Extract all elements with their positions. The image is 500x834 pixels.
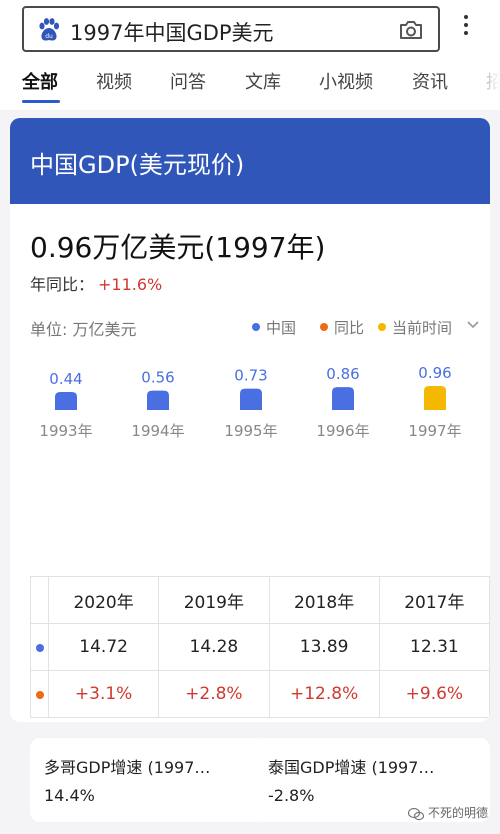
table-cell-gdp: 14.28	[158, 623, 270, 671]
camera-icon[interactable]	[398, 18, 424, 42]
x-tick-label: 1993年	[39, 422, 92, 440]
legend-dot-yoy	[320, 322, 328, 331]
x-tick-label: 1997年	[408, 422, 461, 440]
related-value: -2.8%	[268, 786, 315, 805]
bar-1993年	[55, 392, 77, 410]
wechat-icon	[407, 807, 424, 820]
x-tick-label: 1994年	[131, 422, 184, 440]
table-cell-growth: +12.8%	[268, 670, 380, 718]
table-cell-growth: +2.8%	[158, 670, 270, 718]
bar-1994年	[147, 390, 169, 410]
table-row-gdp: 14.72 14.28 13.89 12.31	[30, 623, 490, 671]
bar-1995年	[240, 388, 262, 410]
yoy-value: +11.6%	[98, 275, 163, 294]
bar-1997年	[424, 386, 446, 410]
tab-video[interactable]: 视频	[96, 72, 132, 93]
x-tick-label: 1996年	[316, 422, 369, 440]
tab-library[interactable]: 文库	[245, 72, 281, 93]
table-row-growth: +3.1% +2.8% +12.8% +9.6%	[30, 670, 490, 718]
tab-fade	[460, 62, 500, 106]
related-card-thailand[interactable]: 泰国GDP增速 (1997… -2.8%	[254, 738, 490, 822]
search-box[interactable]: du 1997年中国GDP美元	[22, 6, 440, 52]
related-card-togo[interactable]: 多哥GDP增速 (1997… 14.4%	[30, 738, 266, 822]
data-label: 0.56	[141, 369, 174, 387]
legend-item-yoy[interactable]: 同比	[320, 317, 364, 338]
gdp-dot-icon	[35, 644, 44, 652]
table-cell-dot	[30, 623, 49, 671]
card-header: 中国GDP(美元现价)	[10, 118, 490, 204]
data-label: 0.73	[234, 367, 267, 385]
unit-label: 单位: 万亿美元	[30, 320, 137, 339]
yoy-label: 年同比：	[30, 275, 95, 294]
table-cell-gdp: 13.89	[268, 623, 380, 671]
card-title: 中国GDP(美元现价)	[30, 151, 245, 179]
search-input[interactable]: 1997年中国GDP美元	[70, 21, 274, 45]
table-cell-empty	[30, 576, 49, 624]
tab-all[interactable]: 全部	[22, 72, 58, 93]
table-cell-gdp: 14.72	[47, 623, 160, 671]
tab-qa[interactable]: 问答	[170, 72, 206, 93]
table-cell-growth: +9.6%	[378, 670, 490, 718]
tab-news[interactable]: 资讯	[412, 72, 448, 93]
legend-label-china: 中国	[266, 319, 297, 337]
gdp-chart: 0.44 1993年 0.56 1994年 0.73 1995年 0.86 1996年 0.96…	[39, 364, 461, 440]
chevron-down-icon[interactable]	[467, 320, 479, 330]
watermark-text: 不死的明德	[427, 806, 488, 820]
more-menu-icon[interactable]	[456, 12, 476, 44]
tab-short-video[interactable]: 小视频	[319, 72, 373, 93]
table-cell-gdp: 12.31	[378, 623, 490, 671]
baidu-paw-icon: du	[39, 18, 60, 41]
data-label: 0.44	[49, 370, 82, 388]
data-label: 0.86	[326, 365, 359, 383]
legend-item-china[interactable]: 中国	[252, 317, 296, 338]
table-cell-year: 2020年	[47, 576, 160, 624]
svg-text:du: du	[45, 33, 53, 40]
yoy-row: 年同比： +11.6%	[30, 271, 162, 295]
related-value: 14.4%	[44, 786, 95, 805]
related-title: 多哥GDP增速 (1997…	[44, 758, 211, 777]
bar-1996年	[332, 387, 354, 410]
related-title: 泰国GDP增速 (1997…	[268, 758, 435, 777]
data-label: 0.96	[418, 364, 451, 382]
table-cell-year: 2019年	[158, 576, 270, 624]
legend-item-current[interactable]: 当前时间	[378, 317, 452, 338]
gdp-card: 中国GDP(美元现价) 0.96万亿美元(1997年) 年同比： +11.6% 单…	[10, 118, 490, 722]
gdp-table: 2020年 2019年 2018年 2017年 14.72 14.28 13.8…	[30, 576, 490, 718]
top-bar: du 1997年中国GDP美元 全部 视频 问答 文库 小视频 资讯 招	[0, 0, 500, 110]
table-cell-year: 2018年	[268, 576, 380, 624]
x-tick-label: 1995年	[224, 422, 277, 440]
table-cell-growth: +3.1%	[47, 670, 160, 718]
table-cell-dot	[30, 670, 49, 718]
active-tab-indicator	[22, 100, 60, 103]
tab-bar: 全部 视频 问答 文库 小视频 资讯 招	[0, 62, 500, 106]
gdp-value: 0.96万亿美元(1997年)	[30, 231, 326, 264]
watermark: 不死的明德	[407, 804, 488, 821]
legend-dot-china	[252, 322, 260, 331]
table-cell-year: 2017年	[378, 576, 490, 624]
legend-dot-current	[378, 322, 386, 331]
growth-dot-icon	[35, 691, 44, 699]
table-row-years: 2020年 2019年 2018年 2017年	[30, 576, 490, 624]
legend-label-current: 当前时间	[392, 319, 453, 337]
legend-label-yoy: 同比	[334, 319, 365, 337]
